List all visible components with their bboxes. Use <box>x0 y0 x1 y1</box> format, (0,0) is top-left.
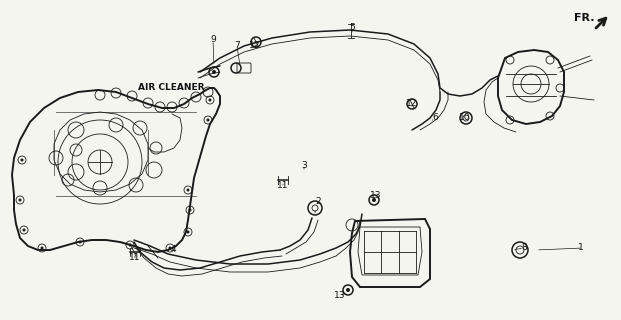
Text: 9: 9 <box>210 36 216 44</box>
Text: 12: 12 <box>406 99 418 108</box>
Text: 1: 1 <box>578 244 584 252</box>
Circle shape <box>19 198 22 202</box>
Text: 12: 12 <box>249 41 261 50</box>
Circle shape <box>209 99 212 101</box>
Text: 2: 2 <box>315 197 321 206</box>
Circle shape <box>186 230 189 234</box>
Text: 5: 5 <box>349 23 355 33</box>
Text: 4: 4 <box>170 244 176 253</box>
Circle shape <box>40 246 43 250</box>
Circle shape <box>189 209 191 212</box>
Text: 11: 11 <box>129 253 141 262</box>
Text: 10: 10 <box>460 114 471 123</box>
Circle shape <box>212 70 216 74</box>
Circle shape <box>129 244 132 246</box>
Circle shape <box>168 246 171 250</box>
Text: 13: 13 <box>370 190 382 199</box>
Circle shape <box>20 158 24 162</box>
Circle shape <box>78 241 81 244</box>
Circle shape <box>186 188 189 191</box>
Text: FR.: FR. <box>574 13 594 23</box>
Circle shape <box>22 228 25 231</box>
Text: 13: 13 <box>334 292 346 300</box>
Text: 8: 8 <box>521 244 527 252</box>
Circle shape <box>207 118 209 122</box>
Circle shape <box>346 288 350 292</box>
Text: 6: 6 <box>432 114 438 123</box>
Text: 7: 7 <box>234 42 240 51</box>
Text: AIR CLEANER: AIR CLEANER <box>138 84 204 92</box>
Text: 11: 11 <box>277 180 289 189</box>
Text: 3: 3 <box>301 161 307 170</box>
Circle shape <box>372 198 376 202</box>
